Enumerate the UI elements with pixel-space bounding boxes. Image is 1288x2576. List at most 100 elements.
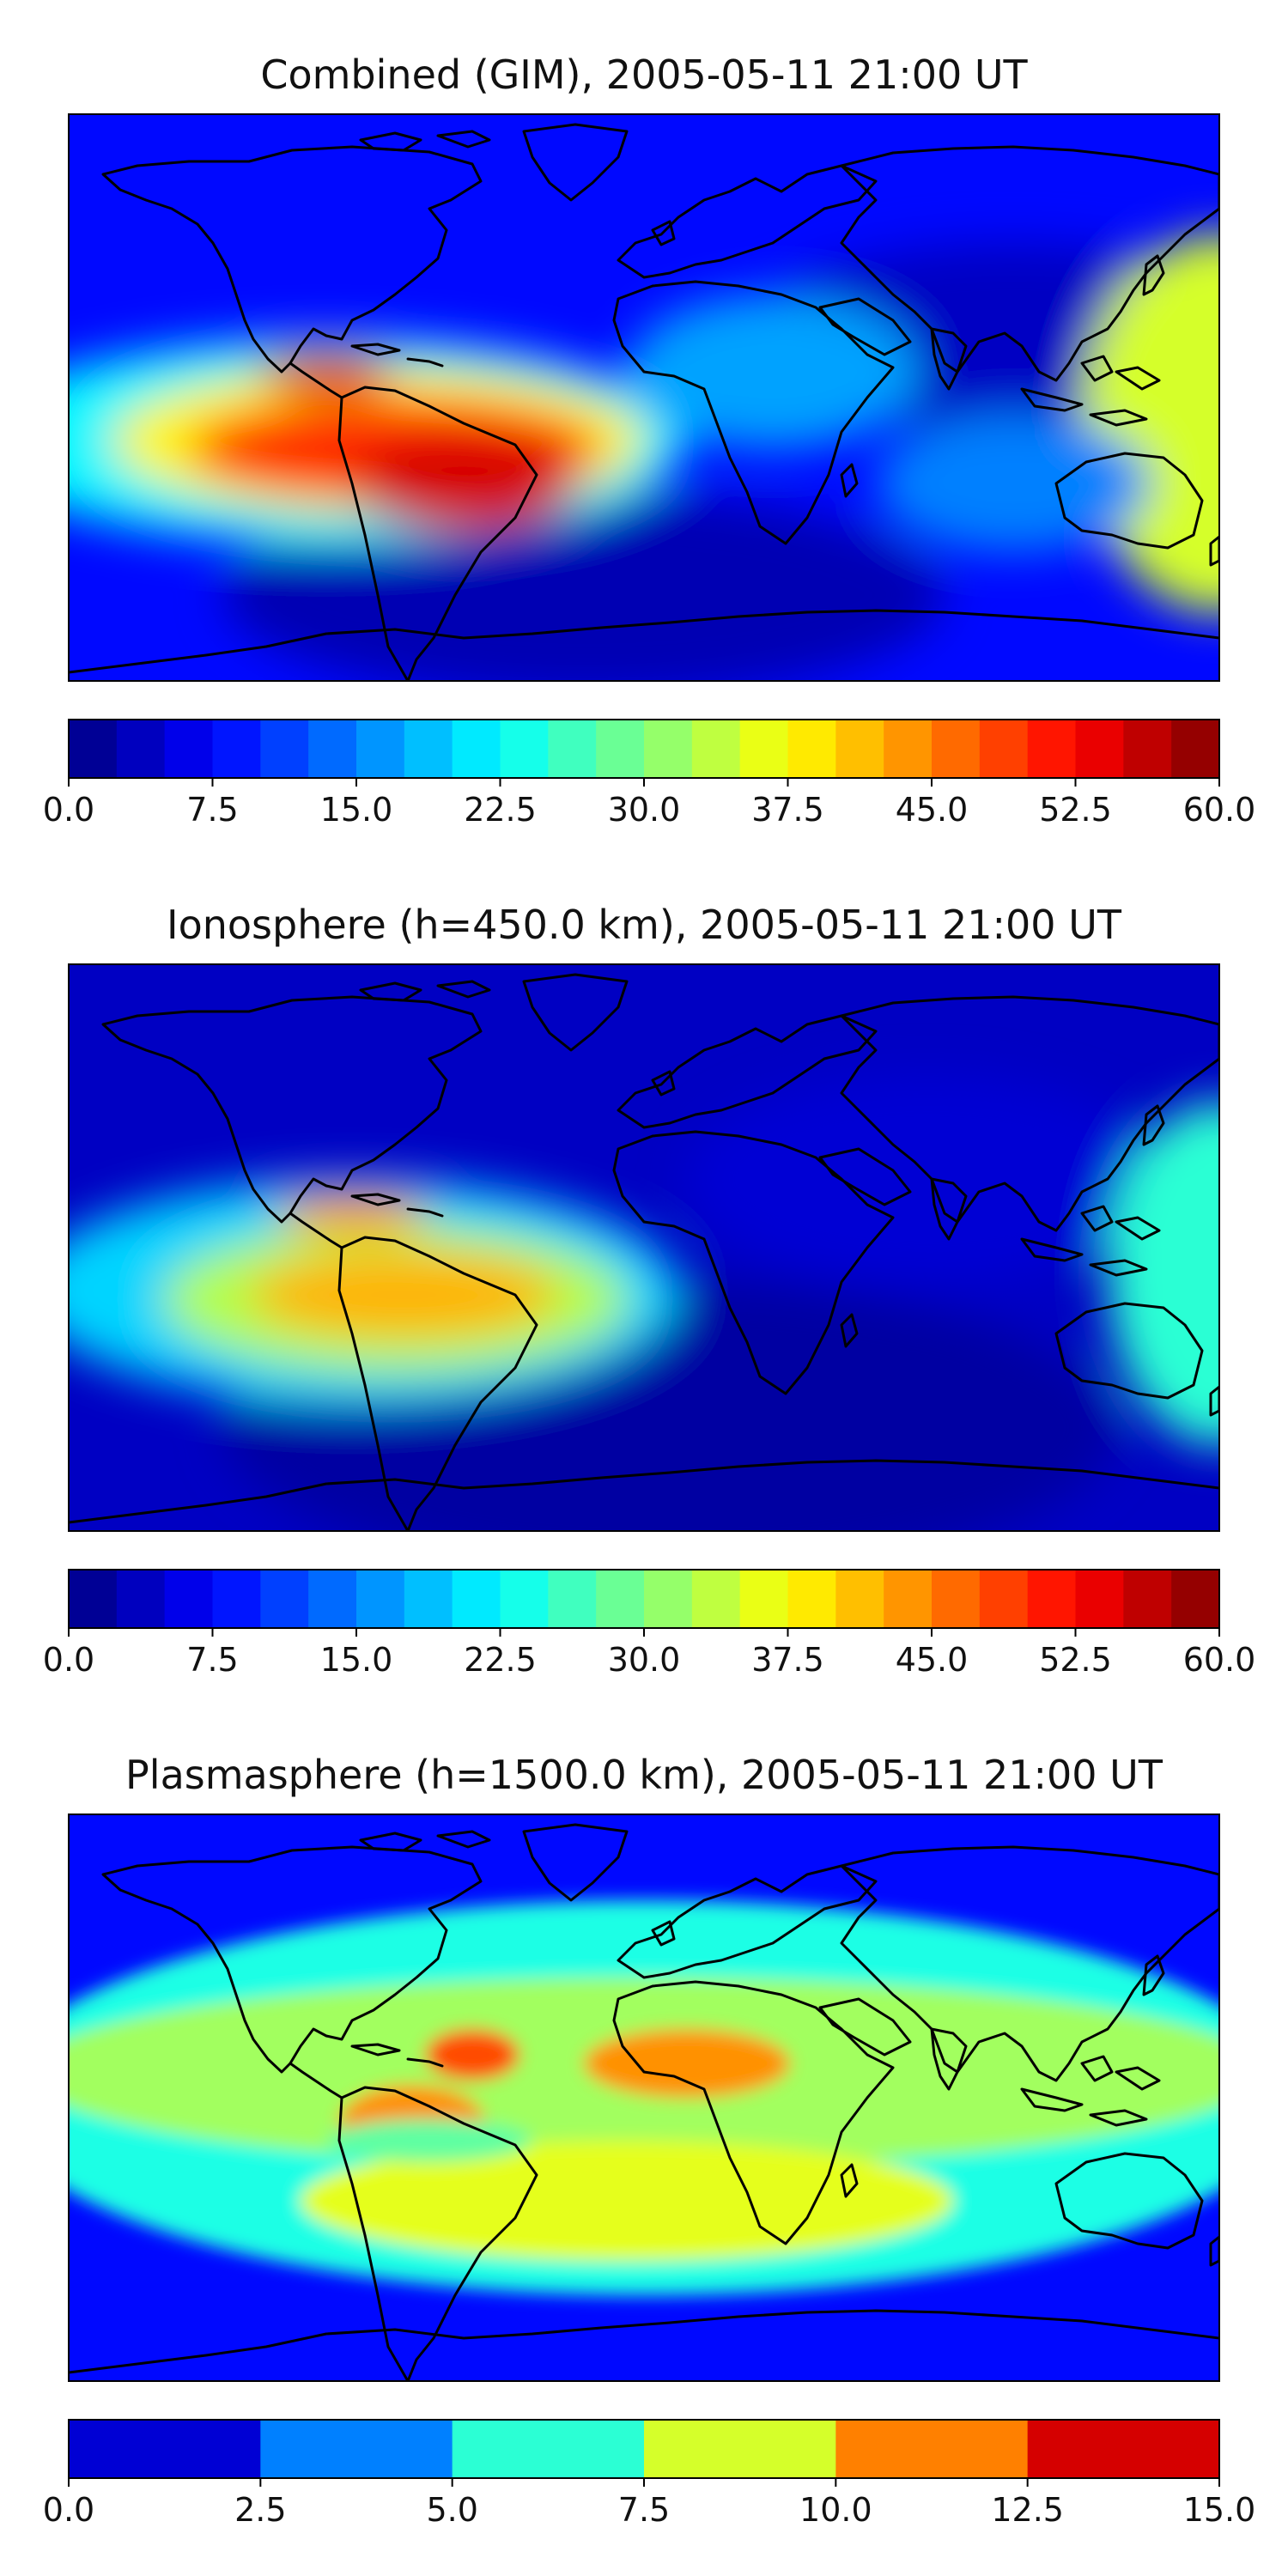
colorbar-tick-label: 37.5 xyxy=(751,791,824,829)
colorbar-segment xyxy=(1171,1570,1220,1628)
panel-title: Ionosphere (h=450.0 km), 2005-05-11 21:0… xyxy=(167,902,1122,948)
colorbar-segment xyxy=(548,1570,597,1628)
field-contour xyxy=(275,1194,429,1232)
colorbar-segment xyxy=(644,1570,693,1628)
field-contour xyxy=(249,1252,558,1338)
colorbar-segment xyxy=(1123,720,1172,778)
colorbar-segment xyxy=(691,1570,741,1628)
field-contour xyxy=(627,295,919,449)
colorbar-segment xyxy=(69,720,118,778)
colorbar-segment xyxy=(69,2420,261,2478)
colorbar-segment xyxy=(835,2420,1029,2478)
colorbar-tick-label: 60.0 xyxy=(1183,791,1256,829)
colorbar-tick-label: 30.0 xyxy=(608,1641,681,1679)
colorbar-segment xyxy=(500,1570,549,1628)
colorbar-segment xyxy=(787,1570,836,1628)
colorbar-segment xyxy=(500,720,549,778)
colorbar-segment xyxy=(835,1570,884,1628)
colorbar-segment xyxy=(1171,720,1220,778)
colorbar-segment xyxy=(356,720,405,778)
colorbar: 0.0 7.5 15.0 22.5 30.0 37.5 45.0 52.5 60.0 xyxy=(43,719,1256,829)
colorbar-segment xyxy=(596,720,645,778)
map-frame xyxy=(68,963,1220,1532)
colorbar-tick-label: 45.0 xyxy=(896,791,969,829)
colorbar-tick-label: 0.0 xyxy=(43,2491,94,2529)
colorbar-segment xyxy=(644,720,693,778)
colorbar-segment xyxy=(979,1570,1029,1628)
colorbar-segment xyxy=(884,1570,933,1628)
colorbar-segment xyxy=(932,720,981,778)
colorbar-tick-label: 52.5 xyxy=(1039,791,1112,829)
colorbar-tick-label: 7.5 xyxy=(186,791,238,829)
map-panel: Ionosphere (h=450.0 km), 2005-05-11 21:0… xyxy=(43,902,1256,1679)
map-field xyxy=(69,1814,1219,2381)
colorbar-tick-label: 15.0 xyxy=(1183,2491,1256,2529)
map-panel: Combined (GIM), 2005-05-11 21:00 UT 0.0 7.… xyxy=(43,52,1256,829)
colorbar-segment xyxy=(1027,1570,1076,1628)
colorbar-segment xyxy=(404,720,453,778)
field-contour xyxy=(687,1076,1168,1282)
colorbar-segment xyxy=(308,720,357,778)
colorbar-tick-label: 22.5 xyxy=(464,791,537,829)
colorbar-tick-label: 45.0 xyxy=(896,1641,969,1679)
colorbar-segment xyxy=(164,1570,213,1628)
colorbar-segment xyxy=(787,720,836,778)
colorbar-tick-label: 22.5 xyxy=(464,1641,537,1679)
field-contour xyxy=(352,436,575,531)
colorbar-segment xyxy=(691,720,741,778)
colorbar-segment xyxy=(164,720,213,778)
colorbar-tick-label: 0.0 xyxy=(43,791,94,829)
colorbar-segment xyxy=(1027,2420,1220,2478)
colorbar-segment xyxy=(452,2420,645,2478)
colorbar-segment xyxy=(739,720,788,778)
colorbar-segment xyxy=(596,1570,645,1628)
field-contour xyxy=(876,415,1151,552)
colorbar-segment xyxy=(1123,1570,1172,1628)
colorbar-tick-label: 60.0 xyxy=(1183,1641,1256,1679)
colorbar-segment xyxy=(1027,720,1076,778)
map-panel: Plasmasphere (h=1500.0 km), 2005-05-11 2… xyxy=(43,1752,1256,2529)
colorbar-tick-label: 0.0 xyxy=(43,1641,94,1679)
colorbar-segment xyxy=(356,1570,405,1628)
colorbar-tick-label: 5.0 xyxy=(426,2491,477,2529)
map-frame xyxy=(68,1814,1220,2382)
colorbar-segment xyxy=(212,1570,261,1628)
field-contour xyxy=(584,2029,790,2098)
colorbar-tick-label: 7.5 xyxy=(186,1641,238,1679)
colorbar-tick-label: 2.5 xyxy=(234,2491,286,2529)
field-contour xyxy=(326,2119,532,2162)
colorbar-segment xyxy=(1075,720,1124,778)
panel-title: Plasmasphere (h=1500.0 km), 2005-05-11 2… xyxy=(125,1752,1163,1798)
colorbar-segment xyxy=(116,720,166,778)
colorbar-segment xyxy=(452,1570,501,1628)
panel-title: Combined (GIM), 2005-05-11 21:00 UT xyxy=(260,52,1028,98)
colorbar-segment xyxy=(739,1570,788,1628)
colorbar-segment xyxy=(260,720,309,778)
colorbar-tick-label: 30.0 xyxy=(608,791,681,829)
map-frame xyxy=(68,113,1220,682)
colorbar-tick-label: 7.5 xyxy=(618,2491,670,2529)
field-contour xyxy=(1108,1102,1219,1445)
colorbar-tick-label: 15.0 xyxy=(320,791,393,829)
colorbar-segment xyxy=(116,1570,166,1628)
colorbar-segment xyxy=(979,720,1029,778)
colorbar-segment xyxy=(404,1570,453,1628)
field-contour xyxy=(425,2029,519,2081)
colorbar-tick-label: 15.0 xyxy=(320,1641,393,1679)
colorbar-segment xyxy=(835,720,884,778)
colorbar: 0.0 2.5 5.0 7.5 10.0 12.5 15.0 xyxy=(43,2419,1256,2529)
colorbar-segment xyxy=(884,720,933,778)
colorbar-segment xyxy=(212,720,261,778)
colorbar-tick-label: 10.0 xyxy=(799,2491,872,2529)
colorbar-tick-label: 52.5 xyxy=(1039,1641,1112,1679)
colorbar-tick-label: 37.5 xyxy=(751,1641,824,1679)
colorbar: 0.0 7.5 15.0 22.5 30.0 37.5 45.0 52.5 60.0 xyxy=(43,1569,1256,1679)
colorbar-segment xyxy=(308,1570,357,1628)
colorbar-segment xyxy=(260,1570,309,1628)
field-contour xyxy=(301,2141,953,2261)
map-field xyxy=(69,114,1219,681)
colorbar-segment xyxy=(69,1570,118,1628)
colorbar-tick-label: 12.5 xyxy=(991,2491,1064,2529)
colorbar-segment xyxy=(452,720,501,778)
